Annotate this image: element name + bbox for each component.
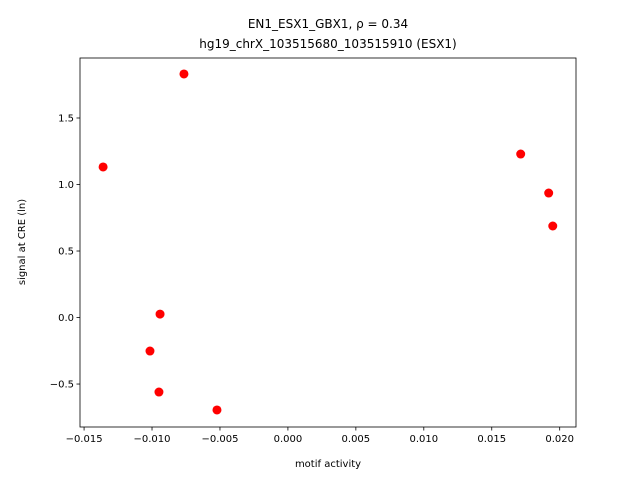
- point: [154, 387, 164, 397]
- y-tick-label: 1.5: [58, 113, 74, 124]
- plot-frame: [79, 57, 577, 428]
- x-tick-label: −0.010: [134, 434, 171, 445]
- chart-subtitle: hg19_chrX_103515680_103515910 (ESX1): [199, 37, 457, 51]
- y-axis-label: signal at CRE (ln): [17, 199, 28, 285]
- x-tick-label: −0.015: [66, 434, 103, 445]
- x-tick-label: −0.005: [201, 434, 238, 445]
- x-tick-label: 0.010: [409, 434, 438, 445]
- point: [516, 149, 526, 159]
- point: [548, 221, 558, 231]
- y-tick-label: 0.0: [58, 313, 74, 324]
- point: [212, 405, 222, 415]
- x-axis-label: motif activity: [295, 459, 361, 470]
- point: [544, 188, 554, 198]
- point: [155, 309, 165, 319]
- y-tick-label: −0.5: [50, 380, 74, 391]
- y-tick-label: 1.0: [58, 180, 74, 191]
- point: [179, 69, 189, 79]
- y-tick-label: 0.5: [58, 247, 74, 258]
- point: [98, 162, 108, 172]
- x-tick-label: 0.015: [477, 434, 506, 445]
- point: [145, 346, 155, 356]
- x-tick-label: 0.020: [545, 434, 574, 445]
- x-tick-label: 0.000: [274, 434, 303, 445]
- chart-title: EN1_ESX1_GBX1, ρ = 0.34: [248, 17, 408, 31]
- x-tick-label: 0.005: [342, 434, 371, 445]
